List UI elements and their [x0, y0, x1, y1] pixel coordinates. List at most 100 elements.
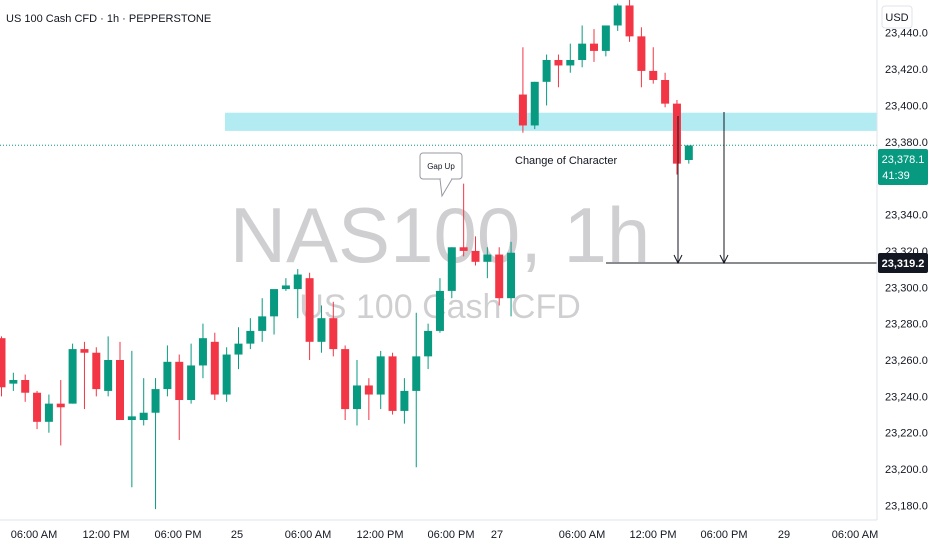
candle-body[interactable] — [329, 318, 338, 350]
candle-body[interactable] — [305, 278, 314, 342]
price-tick-label: 23,340.0 — [885, 210, 928, 222]
candle-body[interactable] — [92, 352, 101, 390]
candle-body[interactable] — [530, 81, 539, 126]
candle-body[interactable] — [198, 338, 207, 366]
target-price-badge — [878, 253, 928, 273]
candle-body[interactable] — [661, 80, 670, 104]
candle-body[interactable] — [258, 316, 267, 331]
candle-body[interactable] — [459, 247, 468, 251]
candle-body[interactable] — [625, 5, 634, 37]
candle-body[interactable] — [412, 356, 421, 391]
time-tick-label: 12:00 PM — [82, 529, 129, 541]
gap-up-callout-pointer — [439, 178, 453, 198]
candle-body[interactable] — [222, 354, 231, 395]
candle-body[interactable] — [424, 330, 433, 357]
gap-up-callout-bubble[interactable] — [419, 152, 463, 180]
candle-body[interactable] — [175, 361, 184, 400]
time-tick-label: 06:00 PM — [154, 529, 201, 541]
candle-body[interactable] — [0, 338, 6, 388]
candle-body[interactable] — [270, 289, 279, 317]
candle-body[interactable] — [187, 365, 196, 400]
time-tick-label: 06:00 AM — [559, 529, 605, 541]
bar-countdown: 41:39 — [882, 170, 910, 182]
chart-title[interactable]: US 100 Cash CFD · 1h · PEPPERSTONE — [6, 13, 211, 25]
candle-body[interactable] — [293, 274, 302, 290]
supply-zone-rectangle[interactable] — [225, 112, 877, 131]
candle-body[interactable] — [44, 403, 53, 422]
candle-body[interactable] — [246, 330, 255, 344]
target-arrow-1-head — [673, 254, 683, 265]
gap-up-label: Gap Up — [427, 162, 455, 171]
price-tick-label: 23,200.0 — [885, 464, 928, 476]
price-tick-label: 23,240.0 — [885, 391, 928, 403]
candle-body[interactable] — [21, 380, 30, 393]
candle-body[interactable] — [400, 390, 409, 411]
price-tick-label: 23,280.0 — [885, 319, 928, 331]
candle-body[interactable] — [566, 60, 575, 66]
candle-body[interactable] — [637, 36, 646, 71]
time-tick-label: 06:00 AM — [285, 529, 331, 541]
candles-group — [0, 0, 693, 510]
watermark-symbol: NAS100, 1h — [230, 191, 651, 279]
candle-body[interactable] — [435, 290, 444, 331]
candle-body[interactable] — [234, 343, 243, 355]
time-tick-label: 06:00 PM — [427, 529, 474, 541]
candle-body[interactable] — [353, 385, 361, 410]
candle-body[interactable] — [281, 285, 290, 290]
candle-body[interactable] — [684, 145, 693, 160]
candle-body[interactable] — [613, 5, 622, 26]
candle-body[interactable] — [116, 360, 124, 420]
candle-body[interactable] — [151, 389, 160, 413]
candle-body[interactable] — [163, 361, 172, 390]
candle-body[interactable] — [364, 385, 373, 395]
candle-body[interactable] — [127, 416, 136, 420]
candle-body[interactable] — [578, 43, 587, 60]
candle-body[interactable] — [388, 356, 397, 411]
candle-body[interactable] — [471, 250, 480, 262]
currency-button[interactable] — [881, 5, 913, 29]
time-tick-label: 27 — [491, 529, 503, 541]
time-tick-label: 06:00 PM — [700, 529, 747, 541]
time-scale[interactable]: 06:00 AM 12:00 PM 06:00 PM 25 06:00 AM 12:00 … — [11, 529, 878, 541]
candle-body[interactable] — [483, 254, 492, 262]
candle-body[interactable] — [56, 403, 65, 408]
candle-body[interactable] — [447, 247, 456, 291]
price-tick-label: 23,440.0 — [885, 28, 928, 40]
candle-body[interactable] — [376, 356, 385, 395]
change-of-character-label[interactable]: Change of Character — [515, 155, 617, 167]
candle-body[interactable] — [542, 60, 551, 82]
target-arrow-2-head — [719, 254, 729, 265]
candle-body[interactable] — [495, 254, 504, 299]
price-tick-label: 23,400.0 — [885, 100, 928, 112]
candle-body[interactable] — [590, 43, 598, 51]
candle-body[interactable] — [554, 60, 563, 66]
candle-body[interactable] — [68, 349, 77, 404]
candle-body[interactable] — [341, 349, 350, 410]
candle-body[interactable] — [672, 103, 681, 164]
price-tick-label: 23,380.0 — [885, 137, 928, 149]
candle-body[interactable] — [104, 360, 113, 391]
candle-body[interactable] — [33, 392, 42, 422]
time-tick-label: 12:00 PM — [629, 529, 676, 541]
time-tick-label: 25 — [231, 529, 243, 541]
candle-body[interactable] — [139, 412, 148, 420]
price-tick-label: 23,420.0 — [885, 64, 928, 76]
candle-body[interactable] — [9, 380, 18, 384]
candle-body[interactable] — [507, 252, 516, 299]
candle-body[interactable] — [601, 25, 610, 51]
price-tick-label: 23,220.0 — [885, 428, 928, 440]
candle-body[interactable] — [80, 349, 89, 353]
time-tick-label: 06:00 AM — [832, 529, 878, 541]
time-tick-label: 12:00 PM — [356, 529, 403, 541]
price-tick-label: 23,300.0 — [885, 282, 928, 294]
candle-body[interactable] — [649, 70, 658, 80]
candle-body[interactable] — [317, 318, 326, 342]
currency-label: USD — [885, 12, 908, 24]
candle-body[interactable] — [518, 94, 527, 126]
target-price-value: 23,319.2 — [882, 258, 925, 270]
candle-body[interactable] — [210, 341, 219, 395]
price-tick-label: 23,180.0 — [885, 500, 928, 512]
current-price-value: 23,378.1 — [882, 154, 925, 166]
